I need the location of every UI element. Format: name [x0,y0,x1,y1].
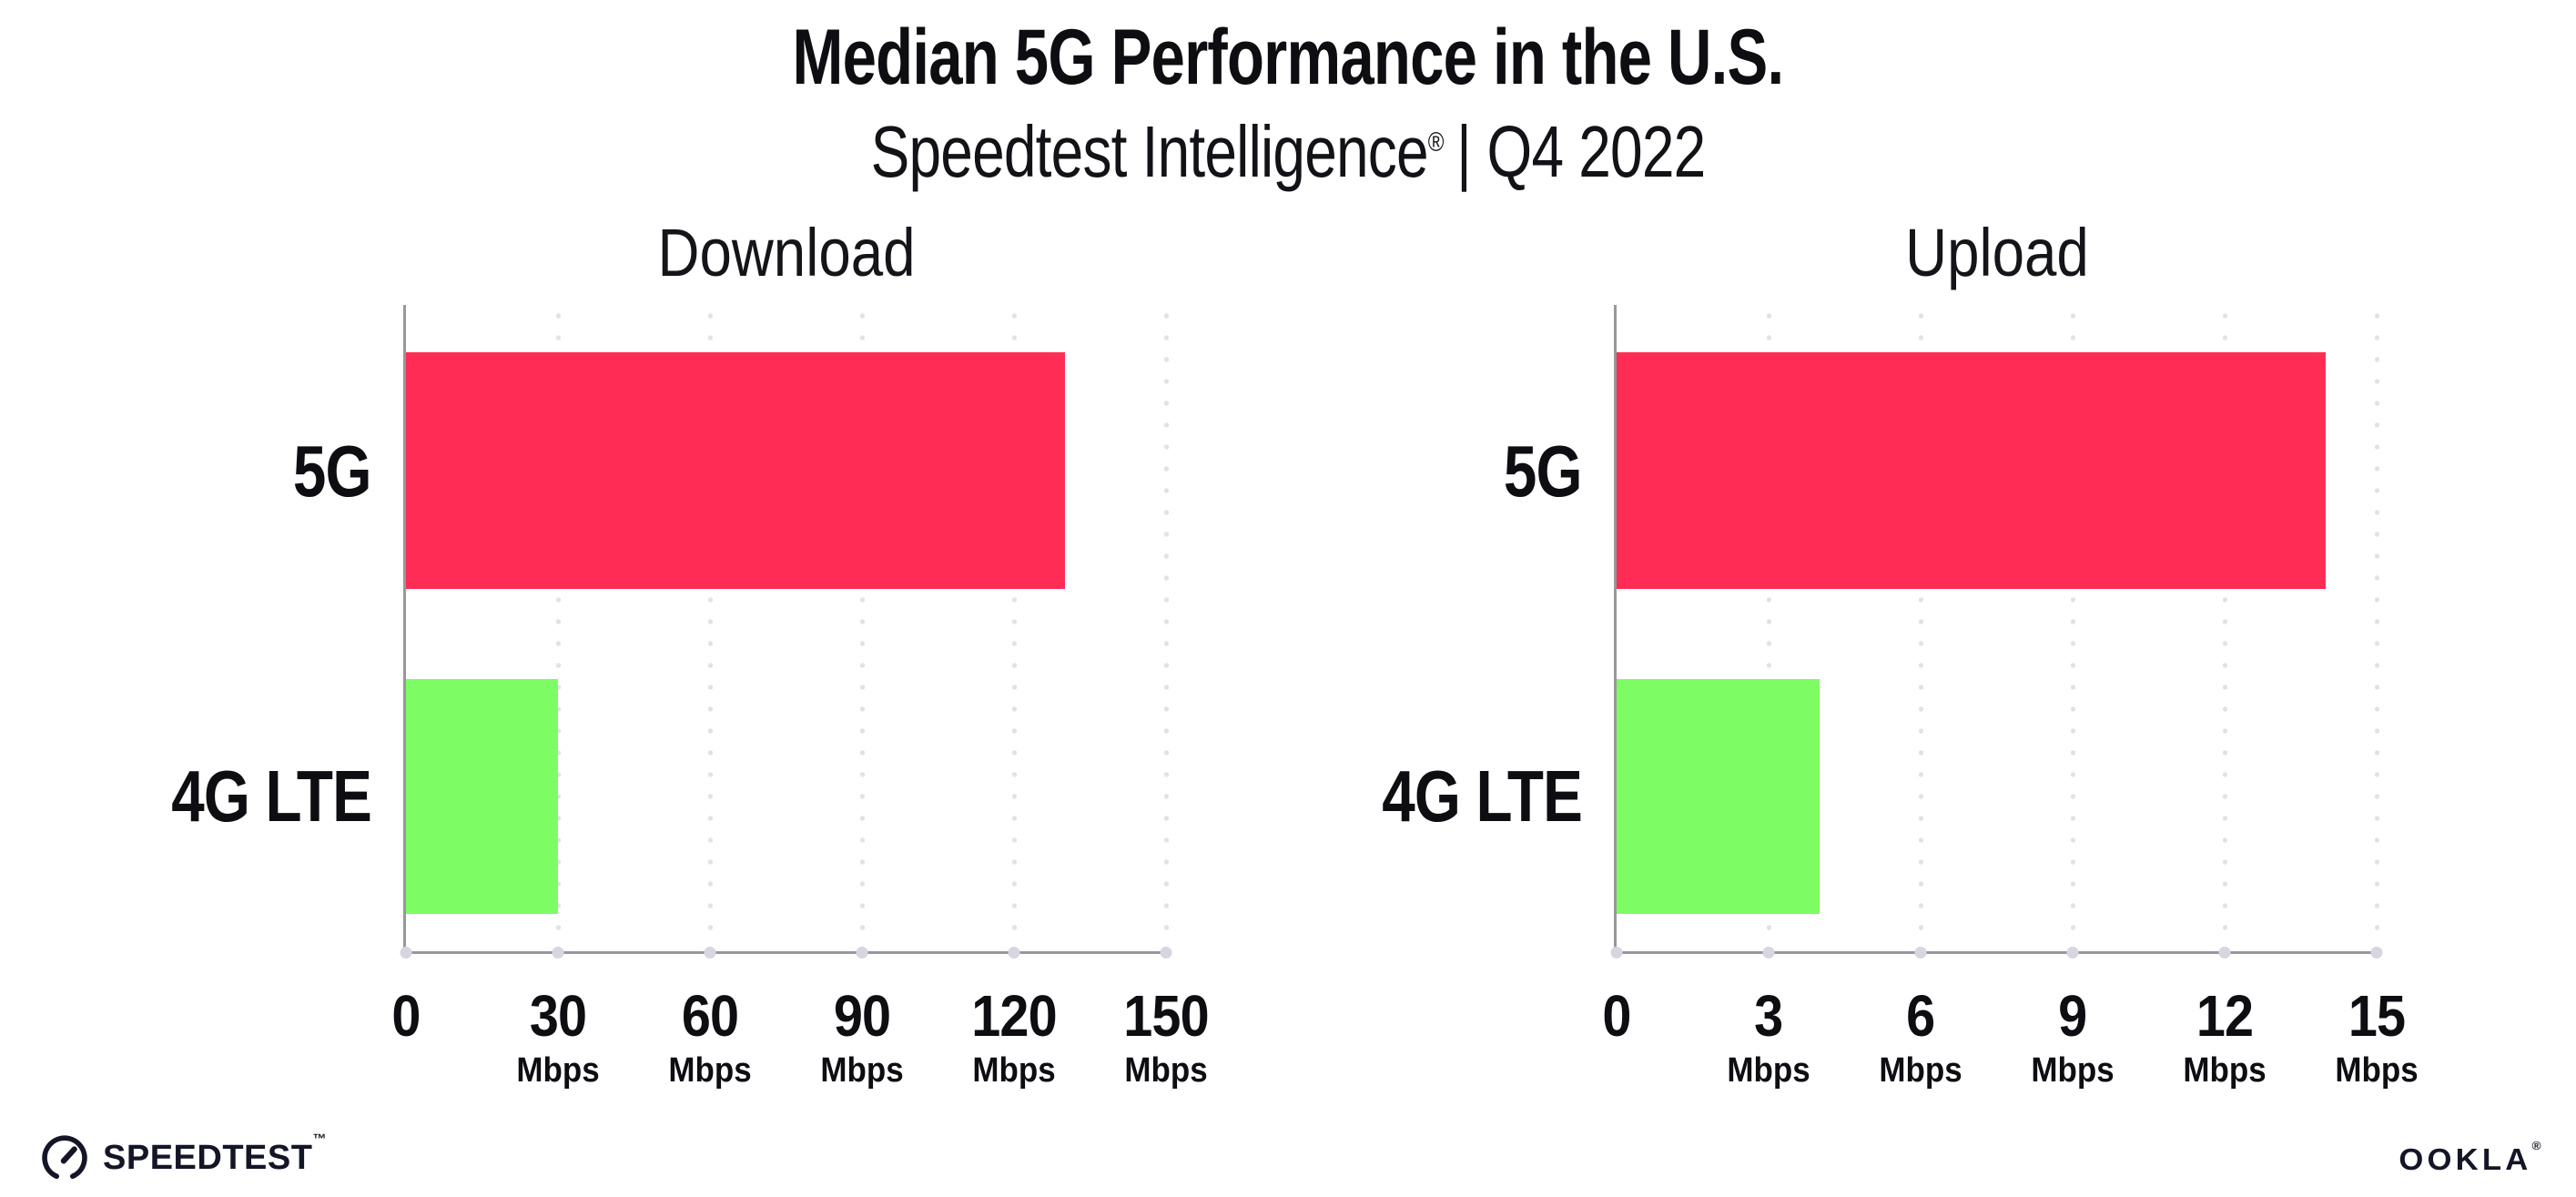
gridline-9 [2070,305,2075,951]
x-tick-label-60: 60 Mbps [664,984,755,1091]
axis-tick-dot-6 [1914,947,1927,959]
download-chart-title-text: Download [656,215,916,290]
x-tick-label-3: 3 Mbps [1723,984,1813,1091]
axis-tick-dot-120 [1008,947,1020,959]
bar-4g-lte [1617,679,1820,914]
x-tick-label-6: 6 Mbps [1875,984,1965,1091]
gridline-30 [555,305,561,951]
axis-tick-dot-15 [2370,947,2383,959]
subtitle-text: Speedtest Intelligence® | Q4 2022 [870,110,1707,194]
bar-4g-lte [406,679,558,914]
x-tick-unit: Mbps [972,1051,1056,1090]
category-label-text: 5G [293,431,372,512]
subtitle-brand: Speedtest Intelligence [870,111,1429,192]
axis-tick-dot-9 [2066,947,2079,959]
axis-tick-dot-0 [1610,947,1623,959]
ookla-logo: OOKLA® [2399,1139,2545,1177]
axis-tick-dot-12 [2218,947,2231,959]
gridline-12 [2222,305,2227,951]
x-tick-label-0: 0 [1601,984,1633,1048]
x-tick-label-150: 150 Mbps [1119,984,1213,1091]
speedtest-wordmark: SPEEDTEST™ [103,1131,327,1178]
x-tick-number: 9 [2058,983,2087,1049]
x-tick-unit: Mbps [1727,1051,1810,1090]
registered-mark: ® [1427,127,1445,158]
ookla-wordmark: OOKLA® [2399,1139,2545,1177]
trademark-mark: ™ [312,1131,327,1147]
page-title-text: Median 5G Performance in the U.S. [792,14,1785,101]
x-tick-number: 30 [529,983,587,1049]
category-label-5g: 5G [1486,430,1583,513]
x-tick-unit: Mbps [2031,1051,2115,1090]
subtitle-period: Q4 2022 [1486,111,1706,192]
x-tick-label-15: 15 Mbps [2331,984,2421,1091]
x-tick-number: 120 [971,983,1057,1049]
x-tick-label-90: 90 Mbps [816,984,907,1091]
speedometer-gauge-icon [42,1135,87,1180]
x-tick-unit: Mbps [1124,1051,1208,1090]
x-tick-number: 15 [2348,983,2406,1049]
gridline-120 [1011,305,1017,951]
x-tick-unit: Mbps [668,1051,752,1090]
registered-mark: ® [2531,1139,2545,1152]
x-tick-number: 90 [833,983,891,1049]
bar-5g [406,351,1065,589]
x-tick-number: 12 [2196,983,2254,1049]
x-tick-label-30: 30 Mbps [512,984,603,1091]
x-tick-label-9: 9 Mbps [2027,984,2117,1091]
download-chart-plot: Download 0 30 Mbps 60 Mbps 90 Mbps 120 Mbps 150 Mb… [171,215,1209,1090]
x-tick-unit: Mbps [516,1051,600,1090]
axis-tick-dot-3 [1762,947,1775,959]
figure-header: Median 5G Performance in the U.S. Speedt… [0,0,2576,194]
gridline-150 [1163,305,1169,951]
x-tick-unit: Mbps [820,1051,904,1090]
page-title: Median 5G Performance in the U.S. [0,13,2576,103]
upload-chart-title-text: Upload [1904,215,2089,290]
figure-subtitle: Speedtest Intelligence® | Q4 2022 [0,110,2576,194]
gridline-60 [707,305,713,951]
axis-tick-dot-150 [1160,947,1172,959]
upload-chart-title: Upload [1890,214,2104,291]
x-tick-unit: Mbps [2335,1051,2419,1090]
x-tick-number: 150 [1123,983,1209,1049]
x-tick-label-120: 120 Mbps [967,984,1061,1091]
x-tick-number: 3 [1754,983,1783,1049]
x-tick-number: 0 [1602,983,1631,1049]
subtitle-separator: | [1456,111,1472,192]
category-label-text: 4G LTE [171,756,372,837]
category-label-text: 4G LTE [1382,756,1583,837]
bar-5g [1617,351,2327,589]
axis-tick-dot-30 [552,947,564,959]
x-tick-unit: Mbps [2183,1051,2267,1090]
category-label-text: 5G [1504,431,1583,512]
x-tick-unit: Mbps [1879,1051,1962,1090]
gridline-90 [859,305,865,951]
gridline-15 [2374,305,2379,951]
category-label-4g-lte: 4G LTE [1338,755,1583,838]
gridline-3 [1766,305,1771,951]
speedtest-wordmark-text: SPEEDTEST [103,1138,313,1177]
axis-tick-dot-60 [704,947,716,959]
category-label-4g-lte: 4G LTE [127,755,372,838]
speedtest-logo: SPEEDTEST™ [40,1131,327,1182]
x-tick-number: 60 [681,983,739,1049]
axis-tick-dot-90 [856,947,868,959]
category-label-5g: 5G [276,430,372,513]
download-chart-title: Download [636,214,936,291]
x-tick-label-0: 0 [390,984,422,1048]
gridline-6 [1918,305,1923,951]
upload-chart-plot: Upload 0 3 Mbps 6 Mbps 9 Mbps 12 Mbps 15 Mbps 5G 4G … [1382,215,2418,1090]
ookla-wordmark-text: OOKLA [2399,1142,2532,1176]
x-tick-number: 6 [1906,983,1935,1049]
x-tick-number: 0 [391,983,421,1049]
axis-tick-dot-0 [400,947,412,959]
x-tick-label-12: 12 Mbps [2179,984,2269,1091]
